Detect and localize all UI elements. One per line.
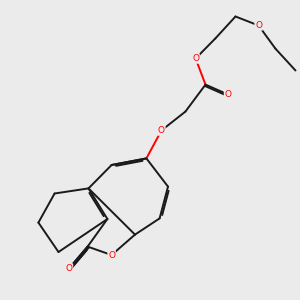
Text: O: O — [224, 90, 232, 99]
Text: O: O — [65, 264, 73, 273]
Text: O: O — [108, 250, 115, 260]
Text: O: O — [158, 126, 165, 135]
Text: O: O — [255, 21, 262, 30]
Text: O: O — [192, 54, 199, 63]
